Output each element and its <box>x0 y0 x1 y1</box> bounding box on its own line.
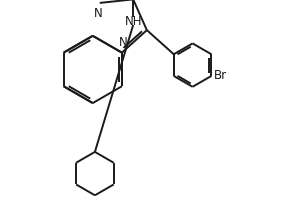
Text: Br: Br <box>214 69 227 82</box>
Text: N: N <box>119 36 127 49</box>
Text: N: N <box>94 7 103 20</box>
Text: NH: NH <box>124 15 142 28</box>
